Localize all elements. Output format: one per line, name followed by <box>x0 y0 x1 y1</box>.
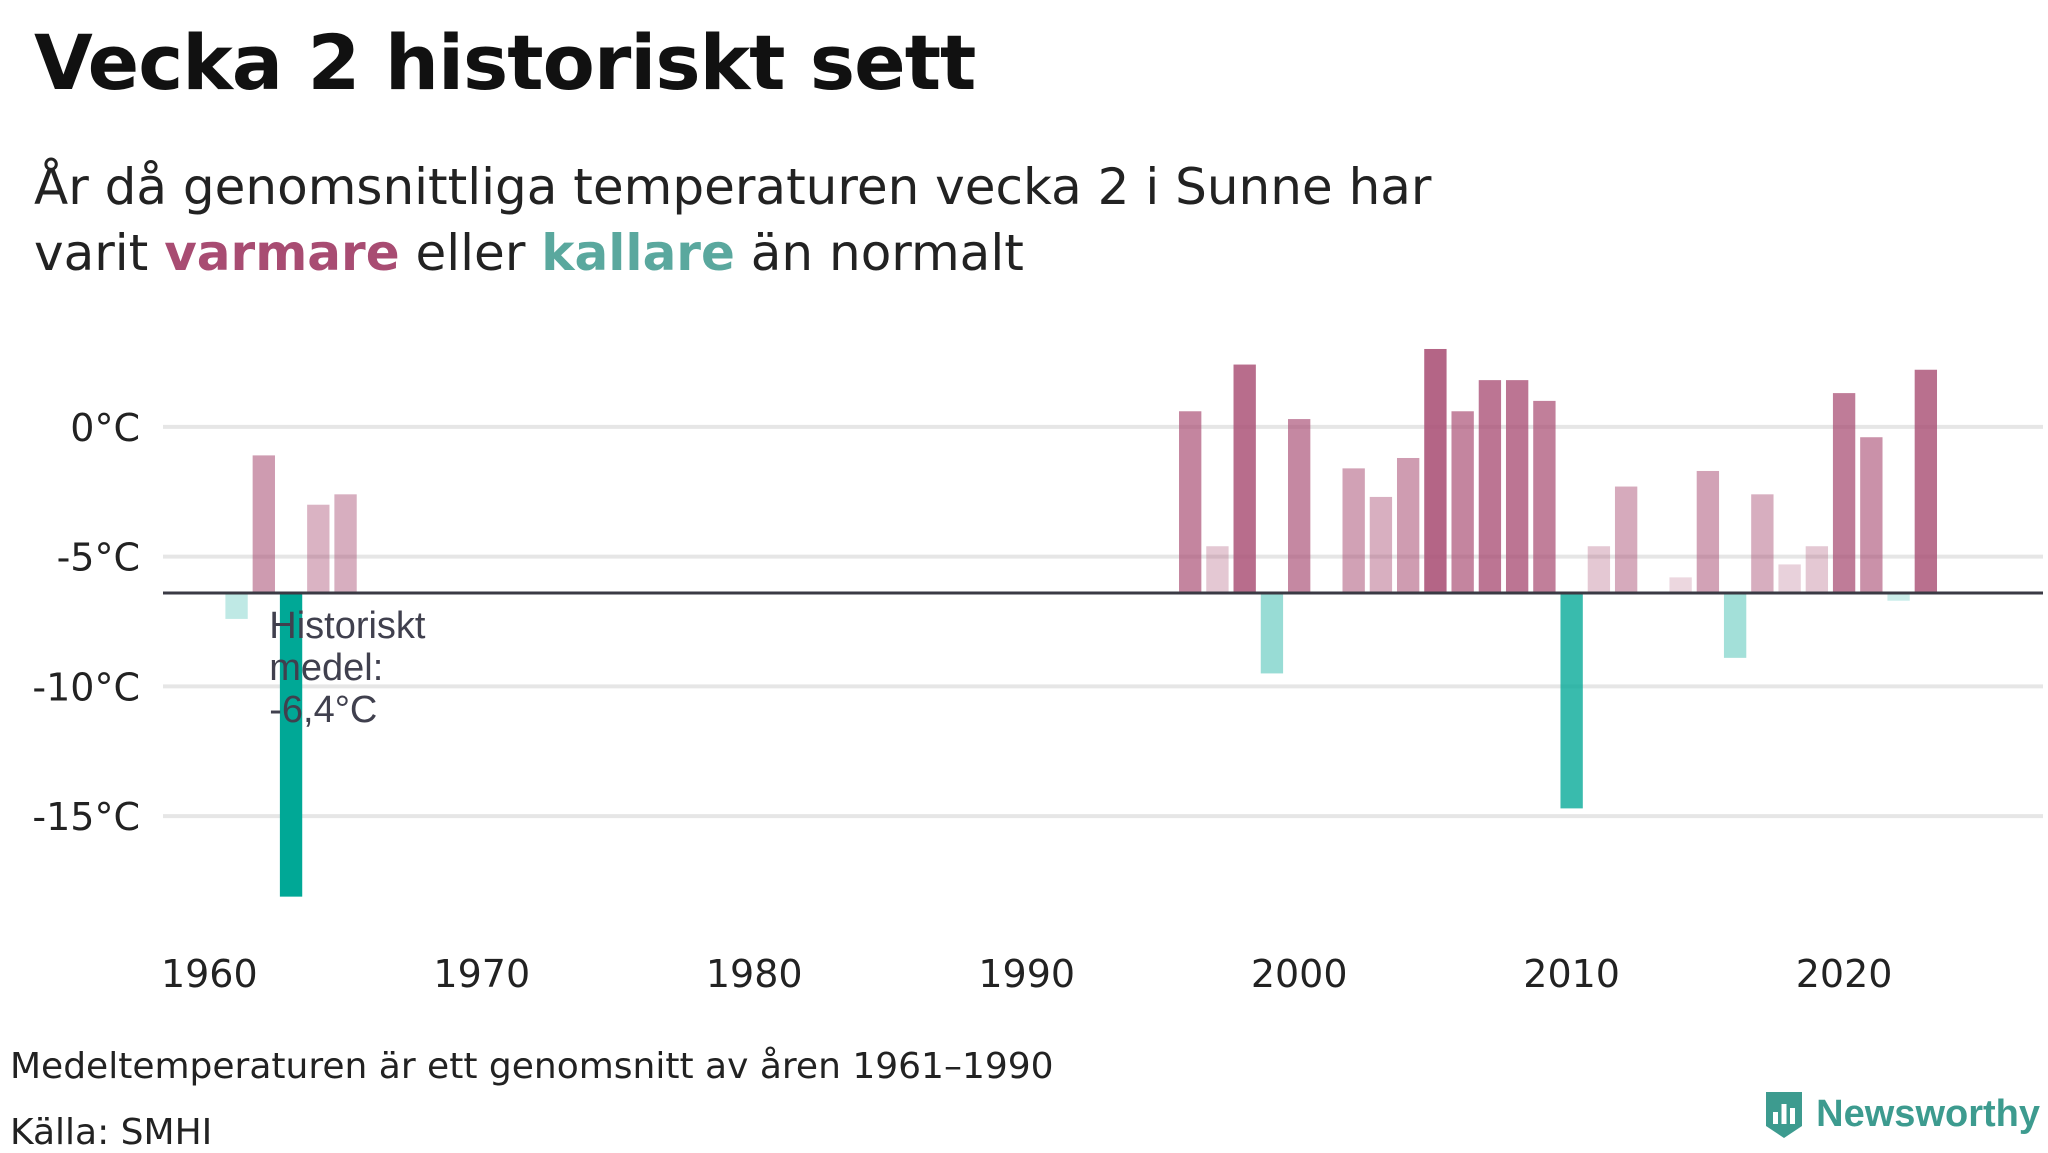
bar-1962 <box>252 455 275 593</box>
annotation-line-3: -6,4°C <box>269 689 377 731</box>
bar-2012 <box>1614 486 1638 593</box>
bar-2023 <box>1914 369 1938 593</box>
bar-2005 <box>1424 348 1447 593</box>
bar-2021 <box>1860 437 1883 593</box>
newsworthy-logo-icon <box>1766 1092 1803 1138</box>
bar-2017 <box>1751 494 1774 593</box>
y-tick-label: -15°C <box>32 795 140 839</box>
bar-2022 <box>1887 592 1910 601</box>
subtitle-prefix: varit <box>34 224 149 282</box>
subtitle-suffix: än normalt <box>750 224 1024 282</box>
bar-2014 <box>1669 577 1692 593</box>
bar-2020 <box>1832 393 1856 593</box>
x-tick-label: 2010 <box>1523 952 1620 996</box>
bar-2008 <box>1505 380 1529 593</box>
grid-lines <box>163 424 2043 819</box>
bar-2010 <box>1560 592 1583 809</box>
bars <box>225 348 1938 897</box>
subtitle-cold-label: kallare <box>541 224 735 282</box>
bar-2016 <box>1723 592 1747 658</box>
y-tick-label: 0°C <box>70 406 140 450</box>
bar-2000 <box>1288 419 1311 593</box>
bar-1996 <box>1179 411 1202 593</box>
chart-title: Vecka 2 historiskt sett <box>34 18 976 107</box>
subtitle-line-1: År då genomsnittliga temperaturen vecka … <box>34 158 1432 216</box>
bar-2004 <box>1396 457 1420 593</box>
annotation-line-1: Historiskt <box>269 605 426 647</box>
bar-2002 <box>1342 468 1365 593</box>
bar-1965 <box>334 494 357 593</box>
brand-name: Newsworthy <box>1816 1092 2040 1135</box>
x-tick-label: 1980 <box>706 952 803 996</box>
source-text: Källa: SMHI <box>10 1112 213 1153</box>
bar-2006 <box>1451 411 1474 593</box>
chart-subtitle: År då genomsnittliga temperaturen vecka … <box>34 154 1431 286</box>
x-tick-label: 1960 <box>161 952 258 996</box>
bar-2003 <box>1369 496 1393 593</box>
bar-2007 <box>1478 380 1502 593</box>
footnote: Medeltemperaturen är ett genomsnitt av å… <box>10 1046 1054 1087</box>
bar-2015 <box>1696 470 1720 593</box>
bar-1961 <box>225 592 248 619</box>
y-tick-label: -5°C <box>57 536 140 580</box>
y-axis-tick-labels: 0°C -5°C -10°C -15°C <box>32 406 140 839</box>
subtitle-mid: eller <box>415 224 526 282</box>
x-tick-label: 2000 <box>1251 952 1348 996</box>
bar-2011 <box>1587 546 1611 593</box>
bar-1964 <box>307 504 330 593</box>
historical-mean-annotation: Historiskt medel: -6,4°C <box>269 605 436 731</box>
x-tick-label: 2020 <box>1796 952 1893 996</box>
x-tick-label: 1990 <box>978 952 1075 996</box>
bar-1963 <box>279 592 303 897</box>
bar-1997 <box>1206 546 1229 593</box>
annotation-line-2: medel: <box>269 647 383 689</box>
brand-logo: Newsworthy <box>1762 1088 2040 1140</box>
y-tick-label: -10°C <box>32 665 140 709</box>
bar-2018 <box>1778 564 1801 593</box>
subtitle-warm-label: varmare <box>164 224 400 282</box>
temperature-bar-chart: 0°C -5°C -10°C -15°C 1960 1970 1980 1990 2000 20… <box>32 348 2043 996</box>
bar-1999 <box>1260 592 1284 674</box>
bar-2009 <box>1533 400 1556 593</box>
bar-2019 <box>1805 546 1829 593</box>
x-axis-tick-labels: 1960 1970 1980 1990 2000 2010 2020 <box>161 952 1893 996</box>
bar-1998 <box>1233 364 1256 593</box>
x-tick-label: 1970 <box>433 952 530 996</box>
